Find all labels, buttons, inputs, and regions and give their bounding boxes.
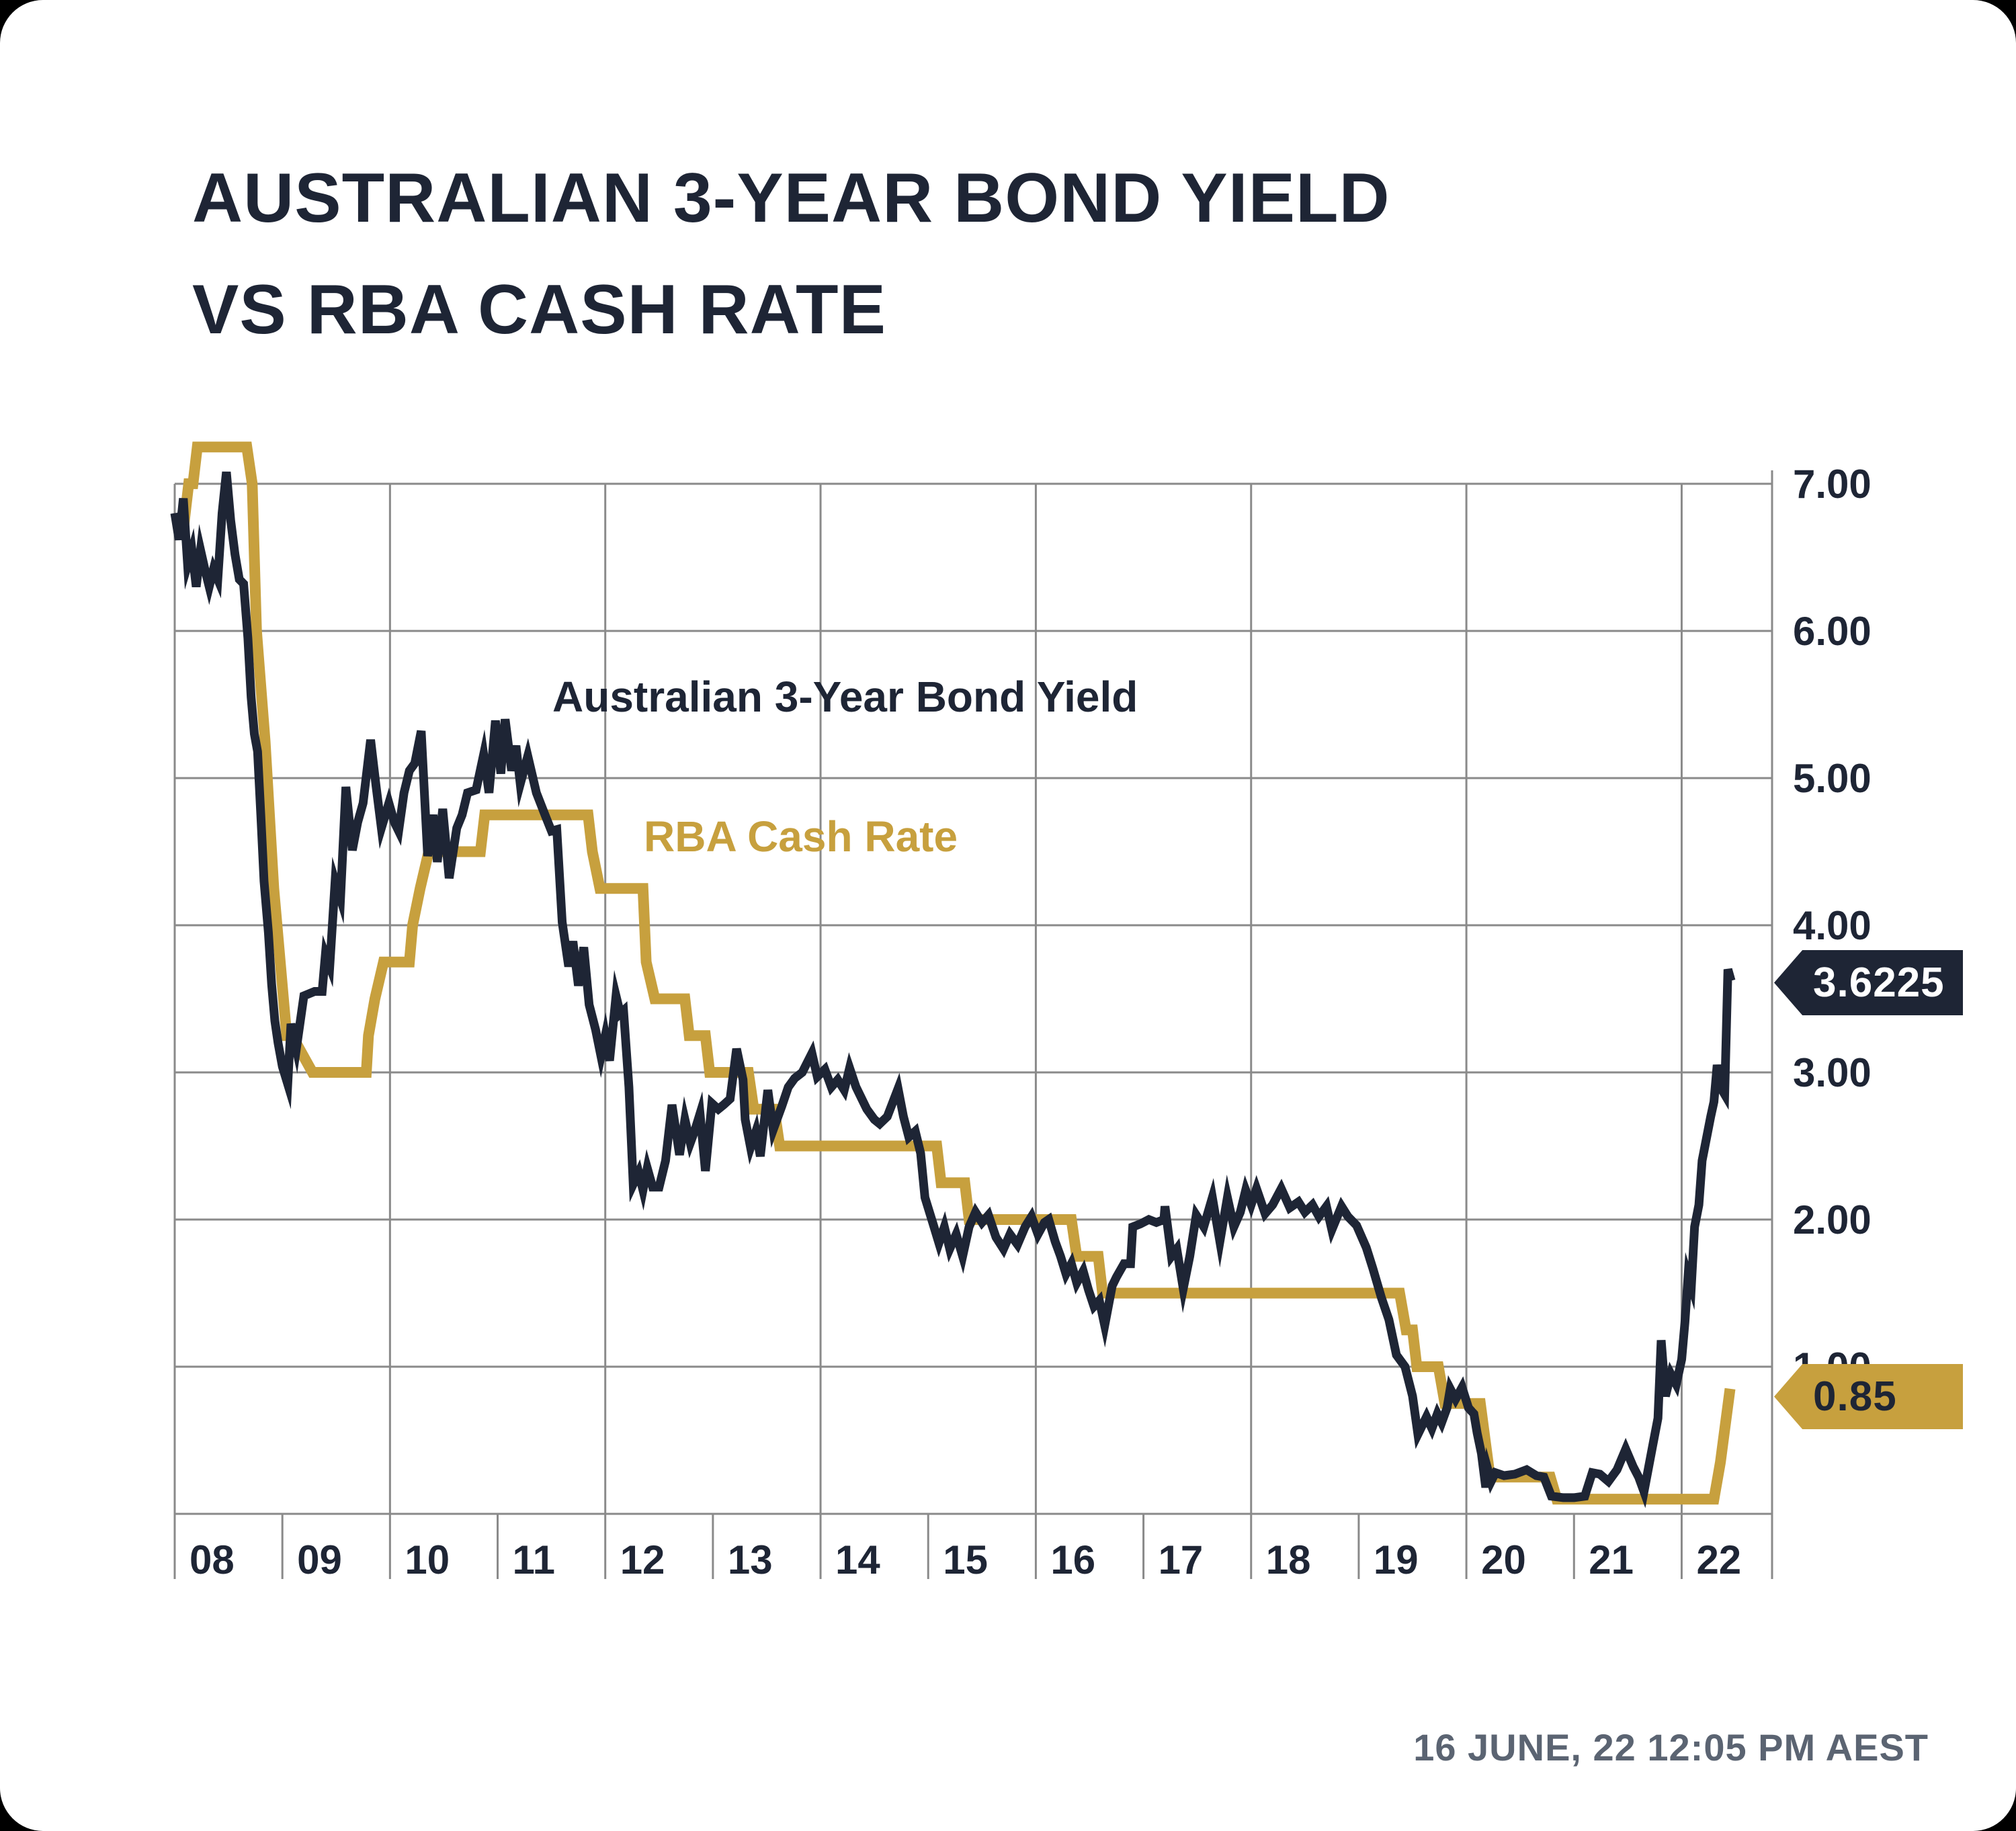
x-tick-label-10: 10 [405,1537,450,1582]
cash-rate-last-value: 0.85 [1813,1373,1897,1420]
x-tick-label-14: 14 [835,1537,880,1582]
x-tick-label-22: 22 [1696,1537,1741,1582]
y-axis-labels: 7.006.005.004.003.002.001.00 [1793,462,1872,1390]
gridlines [173,470,1773,1515]
x-tick-label-21: 21 [1589,1537,1634,1582]
x-tick-label-19: 19 [1374,1537,1419,1582]
data-series-lines [170,441,1736,1508]
x-tick-label-12: 12 [620,1537,665,1582]
axis-ticks [173,1514,1773,1579]
x-tick-label-20: 20 [1481,1537,1526,1582]
bond-yield-series-label: Australian 3-Year Bond Yield [552,673,1138,721]
x-tick-label-08: 08 [190,1537,235,1582]
y-tick-label-7.00: 7.00 [1793,462,1872,507]
x-tick-label-17: 17 [1159,1537,1204,1582]
cash-rate-series-label: RBA Cash Rate [644,812,958,861]
series-line-gold [175,441,1736,1505]
timestamp: 16 JUNE, 22 12:05 PM AEST [1413,1726,1929,1769]
page-title: AUSTRALIAN 3-YEAR BOND YIELD VS RBA CASH… [192,142,1390,366]
bond-yield-last-value: 3.6225 [1813,960,1945,1006]
x-tick-label-11: 11 [513,1537,555,1582]
x-axis-labels: 08 09 10 11 12 13 14 15 16 17 18 19 20 21 22 [190,1537,1741,1582]
y-tick-label-6.00: 6.00 [1793,609,1872,654]
x-tick-label-16: 16 [1050,1537,1095,1582]
x-tick-label-13: 13 [728,1537,773,1582]
y-tick-label-3.00: 3.00 [1793,1050,1872,1095]
bond-yield-value-tag: 3.6225 [1774,950,1963,1015]
y-tick-label-4.00: 4.00 [1793,903,1872,948]
x-tick-label-15: 15 [943,1537,988,1582]
page-title-line1: AUSTRALIAN 3-YEAR BOND YIELD [192,159,1390,237]
y-tick-label-2.00: 2.00 [1793,1197,1872,1242]
x-tick-label-09: 09 [297,1537,342,1582]
page-title-line2: VS RBA CASH RATE [192,271,886,349]
x-tick-label-18: 18 [1266,1537,1311,1582]
y-tick-label-5.00: 5.00 [1793,756,1872,801]
cash-rate-value-tag: 0.85 [1774,1364,1963,1429]
series-line-navy [170,471,1736,1508]
